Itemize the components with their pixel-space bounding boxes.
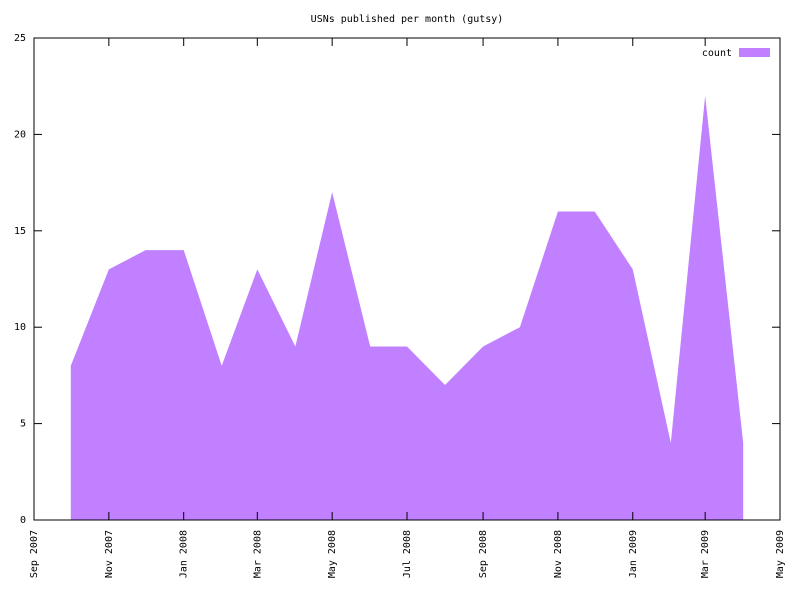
x-tick-label: Jul 2008 [402,530,413,578]
area [70,95,744,520]
x-tick-label: May 2008 [327,530,338,578]
chart-title: USNs published per month (gutsy) [311,14,504,25]
x-tick-label: May 2009 [775,530,786,578]
y-tick-label: 0 [20,515,26,526]
x-tick-label: Sep 2008 [478,530,489,578]
y-tick-label: 20 [14,129,26,140]
x-tick-label: Nov 2008 [553,530,564,578]
x-tick-label: Nov 2007 [104,530,115,578]
legend-label: count [702,48,732,59]
x-tick-label: Sep 2007 [29,530,40,578]
x-tick-label: Jan 2008 [179,530,190,578]
x-tick-label: Mar 2009 [700,530,711,578]
y-tick-label: 5 [20,419,26,430]
y-tick-label: 25 [14,33,26,44]
x-tick-label: Mar 2008 [252,530,263,578]
x-tick-label: Jan 2009 [628,530,639,578]
y-tick-label: 15 [14,226,26,237]
y-tick-label: 10 [14,322,26,333]
legend-swatch [739,48,770,57]
